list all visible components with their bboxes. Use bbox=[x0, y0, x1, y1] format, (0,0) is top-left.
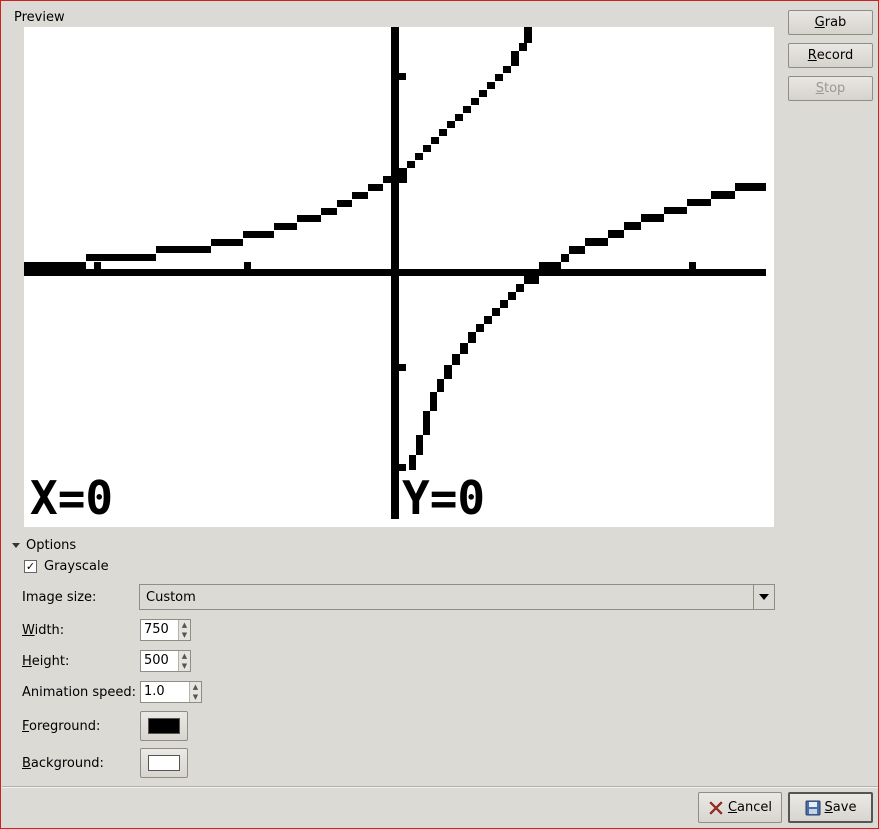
y-axis bbox=[391, 27, 399, 519]
image-size-label: Image size: bbox=[22, 590, 97, 605]
background-swatch bbox=[148, 755, 180, 771]
animation-speed-value[interactable]: 1.0 bbox=[144, 684, 165, 699]
save-button[interactable]: Save bbox=[788, 792, 873, 823]
cancel-icon bbox=[709, 800, 723, 815]
options-label: Options bbox=[26, 538, 77, 553]
grayscale-label: Grayscale bbox=[44, 559, 109, 574]
options-expander[interactable]: Options bbox=[12, 538, 76, 553]
height-spinner[interactable]: 500 ▲ ▼ bbox=[140, 650, 191, 672]
y-readout: Y=0 bbox=[402, 471, 485, 525]
image-size-select[interactable]: Custom bbox=[139, 584, 775, 610]
background-color-button[interactable] bbox=[140, 748, 188, 778]
animation-speed-label: Animation speed: bbox=[22, 685, 137, 700]
width-spinner[interactable]: 750 ▲ ▼ bbox=[140, 619, 191, 641]
stop-mnemonic: S bbox=[815, 81, 824, 96]
x-readout: X=0 bbox=[30, 471, 113, 525]
preview-canvas: X=0 Y=0 bbox=[24, 27, 774, 527]
image-size-value: Custom bbox=[146, 589, 196, 605]
spinner-arrows-icon[interactable]: ▲ ▼ bbox=[178, 620, 190, 640]
cancel-button[interactable]: Cancel bbox=[698, 792, 782, 823]
separator bbox=[2, 786, 878, 788]
stop-label: top bbox=[823, 81, 846, 96]
grab-label: rab bbox=[824, 15, 847, 30]
graph-preview: X=0 Y=0 bbox=[24, 27, 766, 525]
grab-mnemonic: G bbox=[814, 15, 825, 30]
animation-speed-spinner[interactable]: 1.0 ▲ ▼ bbox=[140, 681, 202, 703]
foreground-color-button[interactable] bbox=[140, 711, 188, 741]
width-value[interactable]: 750 bbox=[144, 622, 169, 637]
height-value[interactable]: 500 bbox=[144, 653, 169, 668]
height-label: Height: bbox=[22, 654, 70, 669]
spinner-arrows-icon[interactable]: ▲ ▼ bbox=[189, 682, 201, 702]
background-label: Background: bbox=[22, 756, 104, 771]
checkbox-icon: ✓ bbox=[24, 560, 37, 573]
preview-label: Preview bbox=[14, 10, 65, 25]
grayscale-checkbox[interactable]: ✓ Grayscale bbox=[24, 559, 109, 574]
foreground-label: Foreground: bbox=[22, 719, 101, 734]
spinner-arrows-icon[interactable]: ▲ ▼ bbox=[178, 651, 190, 671]
expander-arrow-icon bbox=[12, 543, 20, 548]
record-label: ecord bbox=[816, 48, 854, 63]
record-mnemonic: R bbox=[807, 48, 817, 63]
save-icon bbox=[805, 800, 821, 815]
width-label: Width: bbox=[22, 623, 65, 638]
foreground-swatch bbox=[148, 718, 180, 734]
chevron-down-icon[interactable] bbox=[753, 585, 774, 609]
